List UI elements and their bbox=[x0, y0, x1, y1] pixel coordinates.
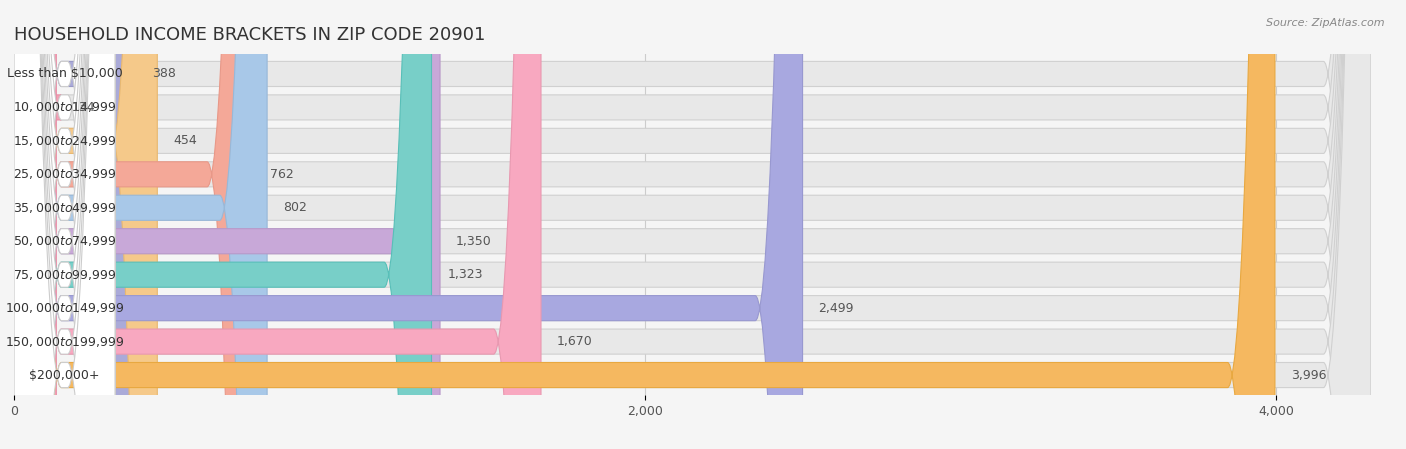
FancyBboxPatch shape bbox=[14, 0, 115, 449]
FancyBboxPatch shape bbox=[14, 0, 267, 449]
FancyBboxPatch shape bbox=[14, 0, 1371, 449]
FancyBboxPatch shape bbox=[14, 0, 157, 449]
FancyBboxPatch shape bbox=[14, 0, 1371, 449]
FancyBboxPatch shape bbox=[14, 0, 115, 449]
Text: $50,000 to $74,999: $50,000 to $74,999 bbox=[13, 234, 117, 248]
FancyBboxPatch shape bbox=[14, 0, 440, 449]
Text: 454: 454 bbox=[173, 134, 197, 147]
Text: 388: 388 bbox=[152, 67, 176, 80]
Text: 134: 134 bbox=[72, 101, 96, 114]
Text: $150,000 to $199,999: $150,000 to $199,999 bbox=[4, 335, 124, 348]
FancyBboxPatch shape bbox=[14, 0, 541, 449]
FancyBboxPatch shape bbox=[14, 0, 115, 449]
FancyBboxPatch shape bbox=[14, 0, 432, 449]
FancyBboxPatch shape bbox=[14, 0, 1371, 449]
FancyBboxPatch shape bbox=[14, 0, 1275, 449]
Text: 1,670: 1,670 bbox=[557, 335, 592, 348]
Text: 3,996: 3,996 bbox=[1291, 369, 1326, 382]
FancyBboxPatch shape bbox=[14, 0, 1371, 449]
FancyBboxPatch shape bbox=[14, 0, 803, 449]
FancyBboxPatch shape bbox=[14, 0, 115, 449]
FancyBboxPatch shape bbox=[14, 0, 136, 449]
FancyBboxPatch shape bbox=[14, 0, 254, 449]
FancyBboxPatch shape bbox=[14, 0, 1371, 449]
Text: HOUSEHOLD INCOME BRACKETS IN ZIP CODE 20901: HOUSEHOLD INCOME BRACKETS IN ZIP CODE 20… bbox=[14, 26, 485, 44]
FancyBboxPatch shape bbox=[14, 0, 115, 449]
FancyBboxPatch shape bbox=[14, 0, 115, 449]
FancyBboxPatch shape bbox=[14, 0, 115, 449]
FancyBboxPatch shape bbox=[14, 0, 1371, 449]
Text: $35,000 to $49,999: $35,000 to $49,999 bbox=[13, 201, 117, 215]
FancyBboxPatch shape bbox=[14, 0, 115, 449]
Text: $100,000 to $149,999: $100,000 to $149,999 bbox=[4, 301, 124, 315]
Text: 2,499: 2,499 bbox=[818, 302, 853, 315]
FancyBboxPatch shape bbox=[14, 0, 1371, 449]
Text: $10,000 to $14,999: $10,000 to $14,999 bbox=[13, 101, 117, 114]
Text: $25,000 to $34,999: $25,000 to $34,999 bbox=[13, 167, 117, 181]
Text: $200,000+: $200,000+ bbox=[30, 369, 100, 382]
Text: 1,323: 1,323 bbox=[447, 268, 482, 281]
Text: 1,350: 1,350 bbox=[456, 235, 492, 248]
FancyBboxPatch shape bbox=[14, 0, 1371, 449]
Text: Source: ZipAtlas.com: Source: ZipAtlas.com bbox=[1267, 18, 1385, 28]
Text: $15,000 to $24,999: $15,000 to $24,999 bbox=[13, 134, 117, 148]
FancyBboxPatch shape bbox=[14, 0, 1371, 449]
FancyBboxPatch shape bbox=[14, 0, 1371, 449]
Text: 762: 762 bbox=[270, 168, 294, 181]
Text: Less than $10,000: Less than $10,000 bbox=[7, 67, 122, 80]
FancyBboxPatch shape bbox=[8, 0, 62, 449]
FancyBboxPatch shape bbox=[14, 0, 115, 449]
Text: $75,000 to $99,999: $75,000 to $99,999 bbox=[13, 268, 117, 282]
Text: 802: 802 bbox=[283, 201, 307, 214]
FancyBboxPatch shape bbox=[14, 0, 115, 449]
